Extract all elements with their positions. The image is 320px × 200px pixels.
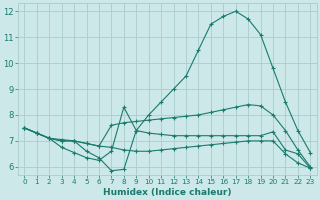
X-axis label: Humidex (Indice chaleur): Humidex (Indice chaleur) [103, 188, 232, 197]
